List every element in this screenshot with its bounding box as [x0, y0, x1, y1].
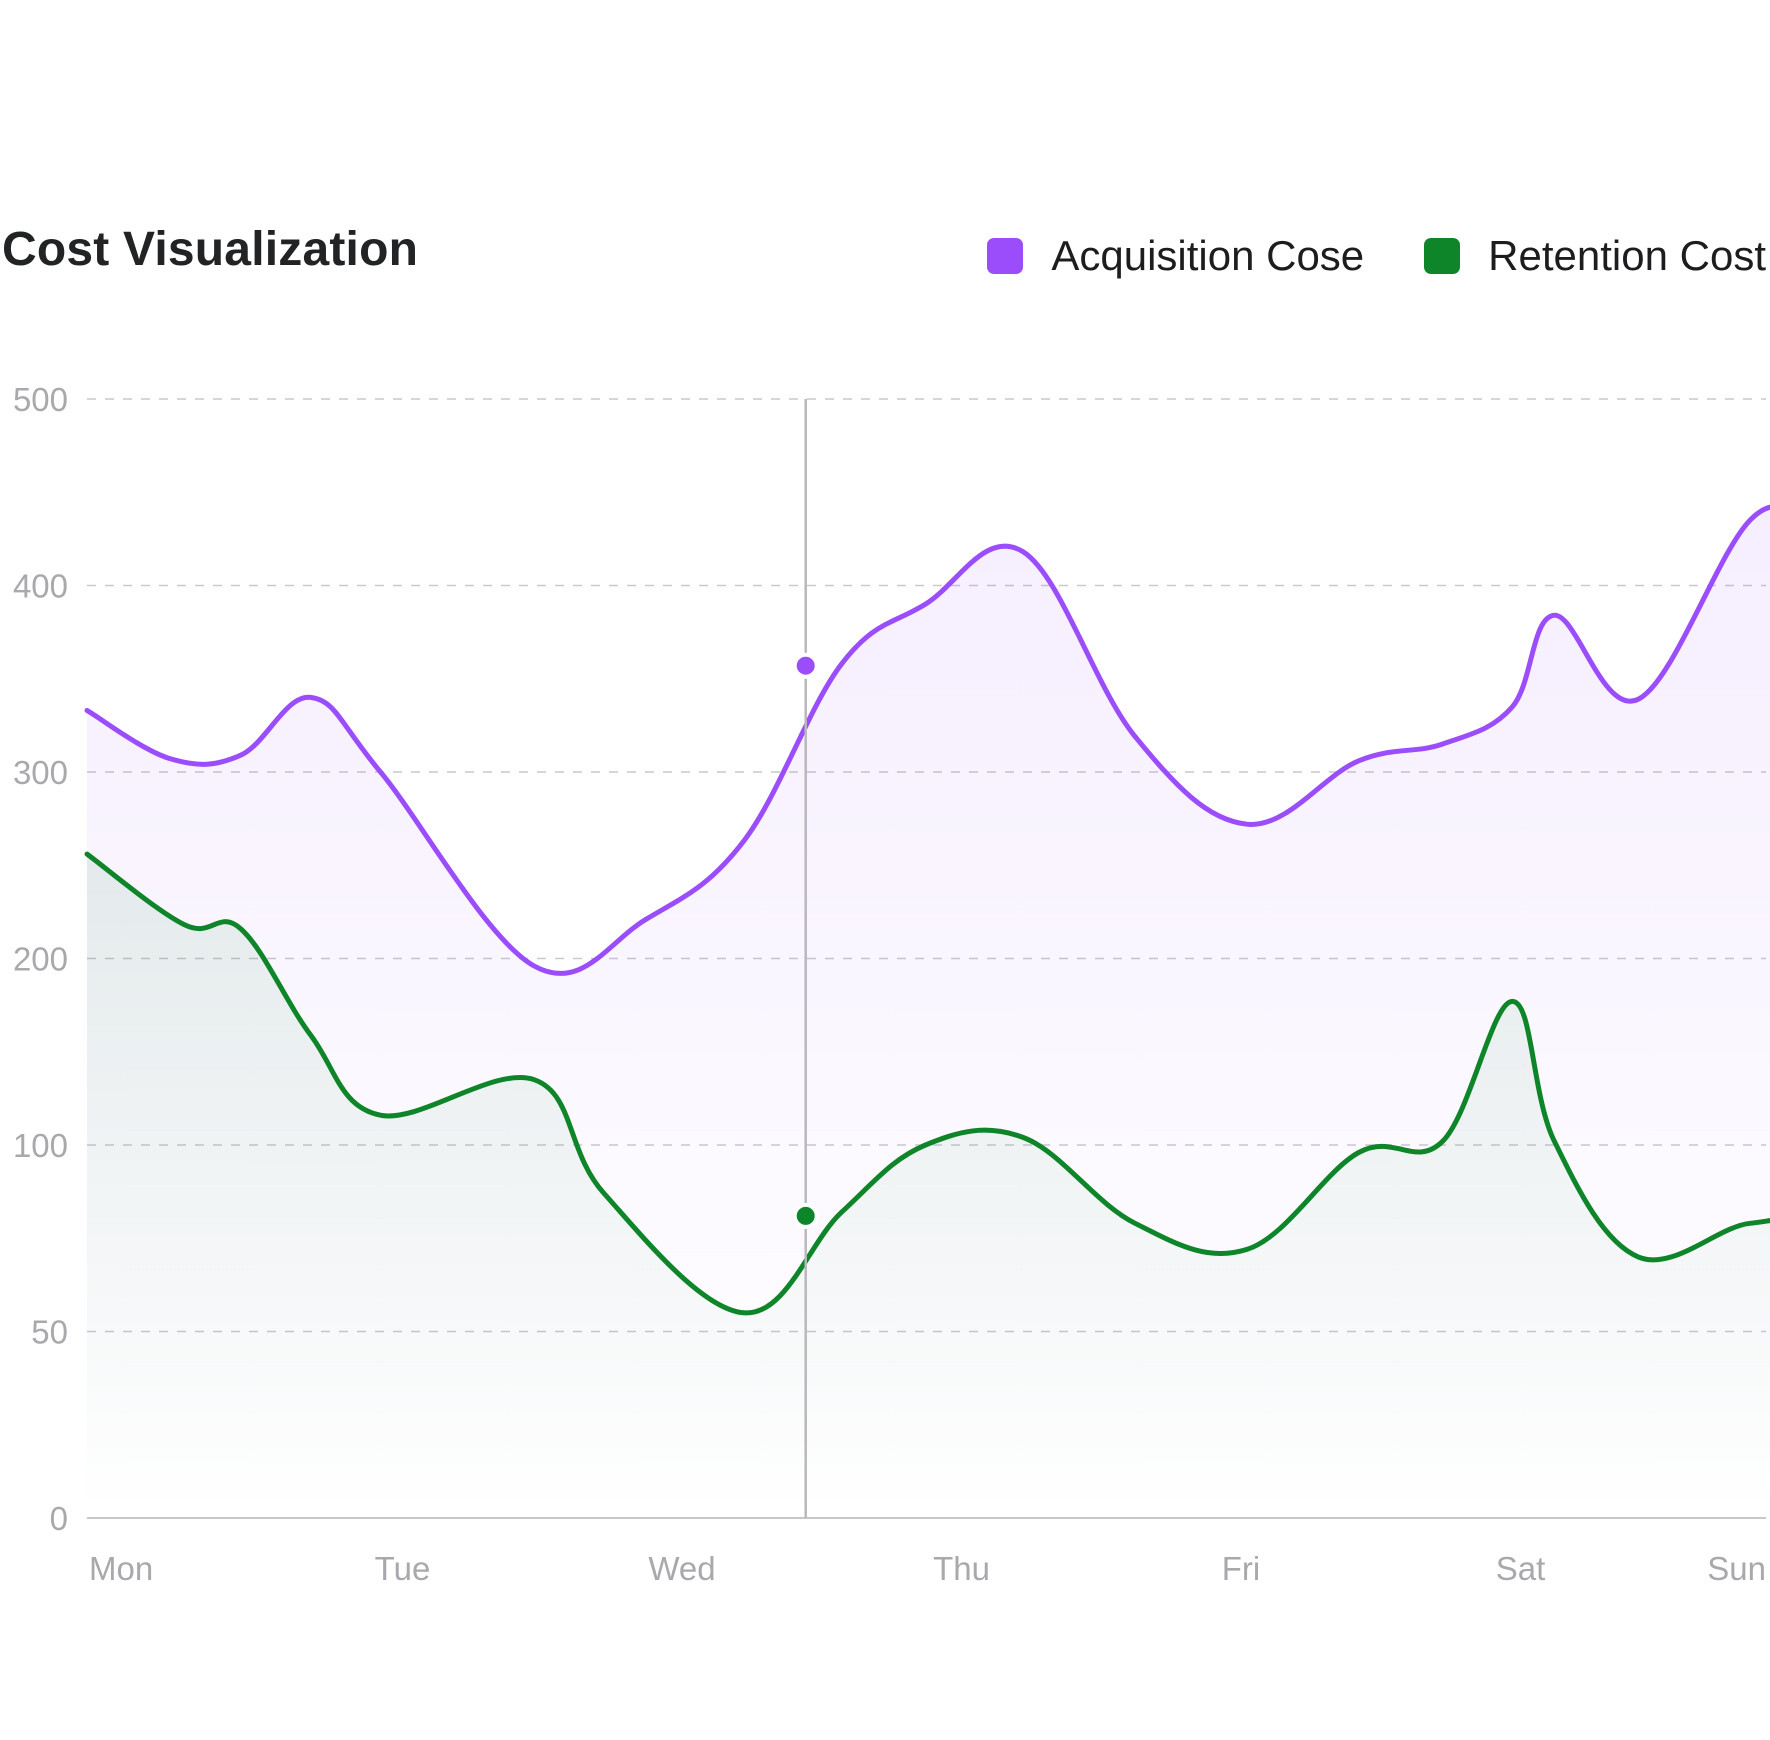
series-areas [87, 507, 1770, 1518]
y-tick-label: 0 [50, 1500, 68, 1537]
chart-legend: Acquisition Cose Retention Cost [927, 228, 1766, 284]
legend-swatch-retention [1424, 238, 1461, 274]
x-tick-label: Sun [1707, 1550, 1766, 1587]
x-tick-label: Tue [375, 1550, 431, 1587]
y-axis-ticks: 0 50 100 200 300 400 500 [13, 381, 68, 1537]
x-tick-label: Wed [648, 1550, 715, 1587]
y-tick-label: 50 [31, 1314, 68, 1351]
highlight-point[interactable] [792, 652, 819, 679]
y-tick-label: 200 [13, 941, 68, 978]
hover-cursor [792, 399, 819, 1518]
x-tick-label: Mon [89, 1550, 153, 1587]
y-tick-label: 500 [13, 381, 68, 418]
x-tick-label: Thu [933, 1550, 990, 1587]
y-tick-label: 400 [13, 568, 68, 605]
legend-item-retention[interactable]: Retention Cost [1424, 232, 1766, 280]
y-tick-label: 100 [13, 1127, 68, 1164]
legend-label-acquisition: Acquisition Cose [1051, 232, 1365, 279]
chart-title: Cost Visualization [2, 223, 419, 276]
series-lines [84, 438, 1770, 1376]
highlight-point[interactable] [792, 1202, 819, 1229]
series-line-1[interactable] [84, 851, 1770, 1376]
legend-swatch-acquisition [987, 238, 1024, 274]
y-tick-label: 300 [13, 754, 68, 791]
series-line-0[interactable] [84, 438, 1770, 976]
series-area-1 [87, 854, 1770, 1518]
legend-item-acquisition[interactable]: Acquisition Cose [987, 232, 1364, 280]
legend-label-retention: Retention Cost [1488, 232, 1766, 279]
x-tick-label: Sat [1496, 1550, 1546, 1587]
x-axis-ticks: Mon Tue Wed Thu Fri Sat Sun [89, 1550, 1766, 1587]
x-tick-label: Fri [1222, 1550, 1260, 1587]
